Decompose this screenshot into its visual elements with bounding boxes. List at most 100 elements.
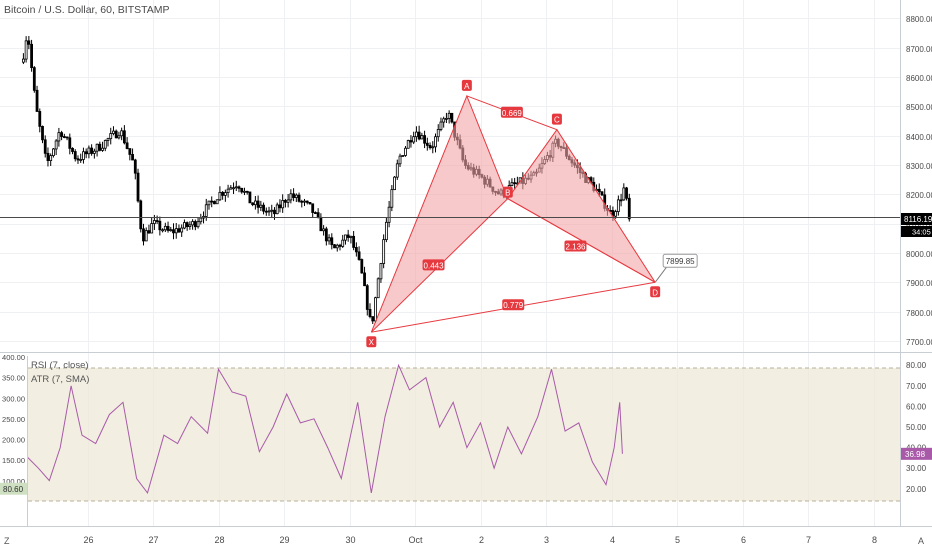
rsi-tick-label[interactable]: 50.00 <box>906 423 927 432</box>
price-tick-label[interactable]: 7800.00 <box>906 309 932 318</box>
axes[interactable]: 8800.008700.008600.008500.008400.008300.… <box>2 15 932 545</box>
candle-body <box>286 199 290 203</box>
candle-body <box>237 186 241 189</box>
time-tick-label[interactable]: 28 <box>214 535 224 545</box>
candle-body <box>417 131 421 140</box>
candle-body <box>49 155 53 162</box>
time-tick-label[interactable]: 3 <box>544 535 549 545</box>
candle-body <box>434 136 437 148</box>
candle-body <box>365 285 369 310</box>
rsi-value-label: 36.98 <box>905 450 926 459</box>
pattern-point-D[interactable] <box>650 286 661 298</box>
time-tick-label[interactable]: Oct <box>408 535 423 545</box>
candle-body <box>264 210 268 213</box>
candle-body <box>240 187 244 193</box>
time-tick-label[interactable]: 6 <box>741 535 746 545</box>
price-tick-label[interactable]: 7700.00 <box>906 338 932 347</box>
pattern-ratio-label: 2.136 <box>565 242 586 251</box>
price-tick-label[interactable]: 8200.00 <box>906 191 932 200</box>
candle-body <box>191 221 195 226</box>
candle-body <box>368 309 372 317</box>
candle-body <box>316 212 320 218</box>
pattern-ratio-badge[interactable] <box>422 259 445 271</box>
candle-body <box>338 244 342 247</box>
price-tick-label[interactable]: 8600.00 <box>906 74 932 83</box>
pattern-ratio-badge[interactable] <box>564 240 587 252</box>
time-tick-label[interactable]: 30 <box>345 535 355 545</box>
price-tick-label[interactable]: 8800.00 <box>906 15 932 24</box>
candle-body <box>311 203 315 213</box>
rsi-tick-label[interactable]: 60.00 <box>906 402 927 411</box>
candle-body <box>327 237 331 242</box>
candle-body <box>600 191 604 196</box>
time-tick-label[interactable]: 27 <box>148 535 158 545</box>
price-tick-label[interactable]: 8400.00 <box>906 133 932 142</box>
time-tick-label[interactable]: 5 <box>675 535 680 545</box>
price-tick-label[interactable]: 8700.00 <box>906 45 932 54</box>
atr-tick-label[interactable]: 100.00 <box>2 477 25 486</box>
candle-body <box>289 193 293 201</box>
candle-body <box>103 140 107 149</box>
time-tick-label[interactable]: 29 <box>279 535 289 545</box>
candle-body <box>401 155 405 157</box>
candle-body <box>128 148 132 155</box>
candle-body <box>248 191 252 204</box>
candle-body <box>76 158 80 161</box>
candle-body <box>114 130 118 139</box>
candle-body <box>152 220 156 224</box>
harmonic-pattern[interactable]: X A B C D 0.669 0.443 2.136 0.779 7899.85 <box>366 79 698 348</box>
time-tick-label[interactable]: 4 <box>610 535 615 545</box>
price-tick-label[interactable]: 8300.00 <box>906 162 932 171</box>
atr-tick-label[interactable]: 350.00 <box>2 374 25 383</box>
candle-body <box>87 147 91 155</box>
rsi-tick-label[interactable]: 30.00 <box>906 464 927 473</box>
candle-body <box>234 186 238 189</box>
candle-body <box>322 228 326 232</box>
price-tick-label[interactable]: 8500.00 <box>906 103 932 112</box>
candle-body <box>174 228 178 234</box>
candle-body <box>166 225 170 231</box>
pattern-ratio-badge[interactable] <box>502 299 525 311</box>
candle-body <box>188 224 192 227</box>
pattern-triangle-bcd[interactable] <box>507 128 656 283</box>
atr-tick-label[interactable]: 400.00 <box>2 353 25 362</box>
price-tick-label[interactable]: 8000.00 <box>906 250 932 259</box>
last-price-badge <box>901 213 932 225</box>
time-tick-label[interactable]: 26 <box>83 535 93 545</box>
pattern-ratio-badge[interactable] <box>500 106 523 118</box>
time-tick-label[interactable]: 7 <box>806 535 811 545</box>
candle-body <box>406 140 410 149</box>
price-tick-label[interactable]: 7900.00 <box>906 279 932 288</box>
candle-body <box>215 199 219 205</box>
time-tick-label[interactable]: 2 <box>479 535 484 545</box>
price-tick-label[interactable]: 8100.00 <box>906 221 932 230</box>
candle-body <box>92 150 96 154</box>
candle-body <box>431 146 435 149</box>
atr-tick-label[interactable]: 250.00 <box>2 415 25 424</box>
time-tick-label[interactable]: 8 <box>872 535 877 545</box>
candle-body <box>352 235 356 248</box>
rsi-tick-label[interactable]: 80.00 <box>906 361 927 370</box>
a-label[interactable]: A <box>918 536 924 546</box>
pattern-point-C[interactable] <box>551 113 562 125</box>
rsi-tick-label[interactable]: 20.00 <box>906 485 927 494</box>
candle-body <box>133 159 137 174</box>
candle-body <box>180 227 184 233</box>
candle-body <box>32 67 36 91</box>
atr-tick-label[interactable]: 300.00 <box>2 394 25 403</box>
z-label[interactable]: Z <box>4 536 10 546</box>
atr-tick-label[interactable]: 150.00 <box>2 456 25 465</box>
atr-tick-label[interactable]: 200.00 <box>2 436 25 445</box>
pattern-line-bd[interactable] <box>507 198 656 283</box>
rsi-tick-label[interactable]: 70.00 <box>906 382 927 391</box>
pattern-point-A[interactable] <box>461 79 472 91</box>
pattern-point-X[interactable] <box>366 336 377 348</box>
candle-body <box>139 200 143 230</box>
rsi-line <box>28 363 623 495</box>
candle-body <box>374 297 377 322</box>
target-callout[interactable] <box>662 253 698 268</box>
candle-body <box>136 172 140 202</box>
pattern-point-B[interactable] <box>502 186 513 198</box>
